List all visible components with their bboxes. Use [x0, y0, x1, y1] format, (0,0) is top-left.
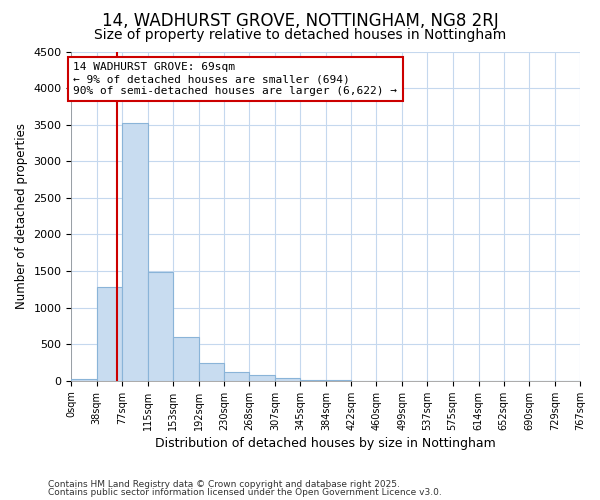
Bar: [275, 378, 300, 381]
Bar: [300, 380, 326, 381]
Bar: [97, 287, 122, 381]
Text: 14 WADHURST GROVE: 69sqm
← 9% of detached houses are smaller (694)
90% of semi-d: 14 WADHURST GROVE: 69sqm ← 9% of detache…: [73, 62, 397, 96]
Y-axis label: Number of detached properties: Number of detached properties: [15, 123, 28, 309]
Bar: [71, 378, 97, 381]
Text: 14, WADHURST GROVE, NOTTINGHAM, NG8 2RJ: 14, WADHURST GROVE, NOTTINGHAM, NG8 2RJ: [101, 12, 499, 30]
Bar: [122, 123, 148, 381]
Bar: [173, 337, 199, 381]
Text: Size of property relative to detached houses in Nottingham: Size of property relative to detached ho…: [94, 28, 506, 42]
Text: Contains HM Land Registry data © Crown copyright and database right 2025.: Contains HM Land Registry data © Crown c…: [48, 480, 400, 489]
Bar: [199, 364, 224, 381]
Bar: [224, 372, 249, 381]
X-axis label: Distribution of detached houses by size in Nottingham: Distribution of detached houses by size …: [155, 437, 496, 450]
Text: Contains public sector information licensed under the Open Government Licence v3: Contains public sector information licen…: [48, 488, 442, 497]
Bar: [148, 272, 173, 381]
Bar: [249, 376, 275, 381]
